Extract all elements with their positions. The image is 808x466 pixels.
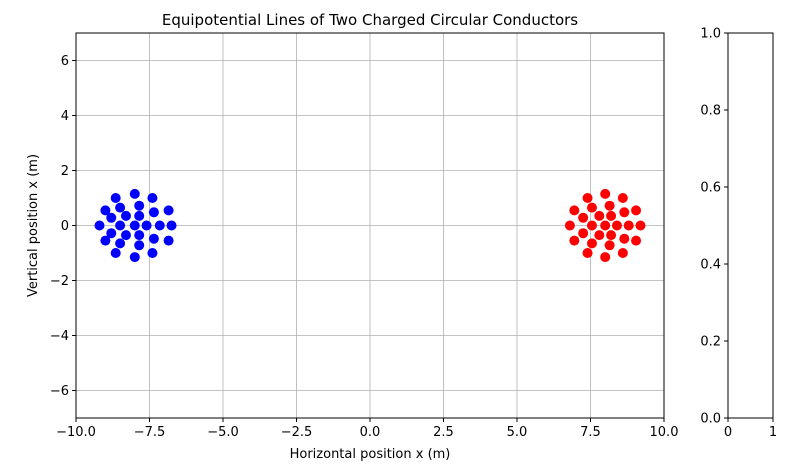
data-point [100,205,111,216]
y-tick-label: 0 [61,219,69,234]
x-tick-label: −5.0 [207,425,239,440]
data-point [100,235,111,246]
data-point [619,233,630,244]
data-point [154,220,165,231]
data-point [604,200,615,211]
data-point [619,207,630,218]
data-point [600,252,611,263]
data-point [582,193,593,203]
data-point [578,212,589,223]
side-y-tick-label: 0.2 [700,335,721,350]
data-point [147,193,158,203]
data-point [606,210,617,221]
data-point [148,233,159,244]
main-y-ticks: −6 −4 −2 0 2 4 6 [50,54,76,399]
data-point [110,248,121,258]
x-axis-label: Horizontal position x (m) [290,447,451,462]
data-point [594,230,605,241]
x-tick-label: 0.0 [360,425,381,440]
data-point [120,230,131,241]
data-point [623,220,634,231]
x-tick-label: 7.5 [580,425,601,440]
data-point [115,202,126,213]
x-tick-label: 5.0 [507,425,528,440]
data-point [600,220,611,231]
data-point [115,220,126,231]
y-axis-label: Vertical position x (m) [26,154,41,297]
data-point [141,220,152,231]
main-plot: Equipotential Lines of Two Charged Circu… [26,11,678,462]
chart-title: Equipotential Lines of Two Charged Circu… [162,11,578,29]
data-point [586,238,597,249]
x-tick-label: −2.5 [281,425,313,440]
data-point [134,230,145,241]
data-point [106,228,117,239]
data-point [129,252,140,263]
data-point [569,205,580,216]
data-point [586,202,597,213]
x-tick-label: −7.5 [134,425,166,440]
data-point [617,193,628,203]
data-point [611,220,622,231]
data-point [586,220,597,231]
side-y-tick-label: 1.0 [700,27,721,42]
side-y-tick-label: 0.4 [700,258,721,273]
data-point [631,205,642,216]
data-point [631,235,642,246]
data-point [134,240,145,251]
data-point [134,210,145,221]
main-points [94,188,646,263]
data-point [166,220,177,231]
y-tick-label: 4 [61,109,69,124]
side-x-tick-label: 0 [724,425,732,440]
data-point [148,207,159,218]
data-point [129,220,140,231]
data-point [635,220,646,231]
data-point [110,193,121,203]
data-point [582,248,593,258]
y-tick-label: −2 [50,274,69,289]
data-point [163,235,174,246]
side-plot-frame [727,32,774,419]
y-tick-label: −6 [50,384,69,399]
data-point [163,205,174,216]
data-point [115,238,126,249]
data-point [606,230,617,241]
x-tick-label: 10.0 [650,425,679,440]
data-point [129,188,140,199]
y-tick-label: 2 [61,164,69,179]
main-x-ticks: −10.0 −7.5 −5.0 −2.5 0.0 2.5 5.0 7.5 10.0 [56,418,678,440]
y-tick-label: −4 [50,329,69,344]
data-point [106,212,117,223]
data-point [617,248,628,258]
y-tick-label: 6 [61,54,69,69]
side-y-tick-label: 0.6 [700,181,721,196]
side-y-ticks: 0.0 0.2 0.4 0.6 0.8 1.0 [700,27,728,427]
data-point [147,248,158,258]
data-point [578,228,589,239]
x-tick-label: 2.5 [433,425,454,440]
x-tick-label: −10.0 [56,425,96,440]
data-point [134,200,145,211]
data-point [600,188,611,199]
data-point [120,210,131,221]
side-y-tick-label: 0.0 [700,412,721,427]
data-point [94,220,105,231]
side-x-tick-label: 1 [769,425,777,440]
data-point [594,210,605,221]
data-point [604,240,615,251]
data-point [564,220,575,231]
data-point [569,235,580,246]
side-y-tick-label: 0.8 [700,104,721,119]
